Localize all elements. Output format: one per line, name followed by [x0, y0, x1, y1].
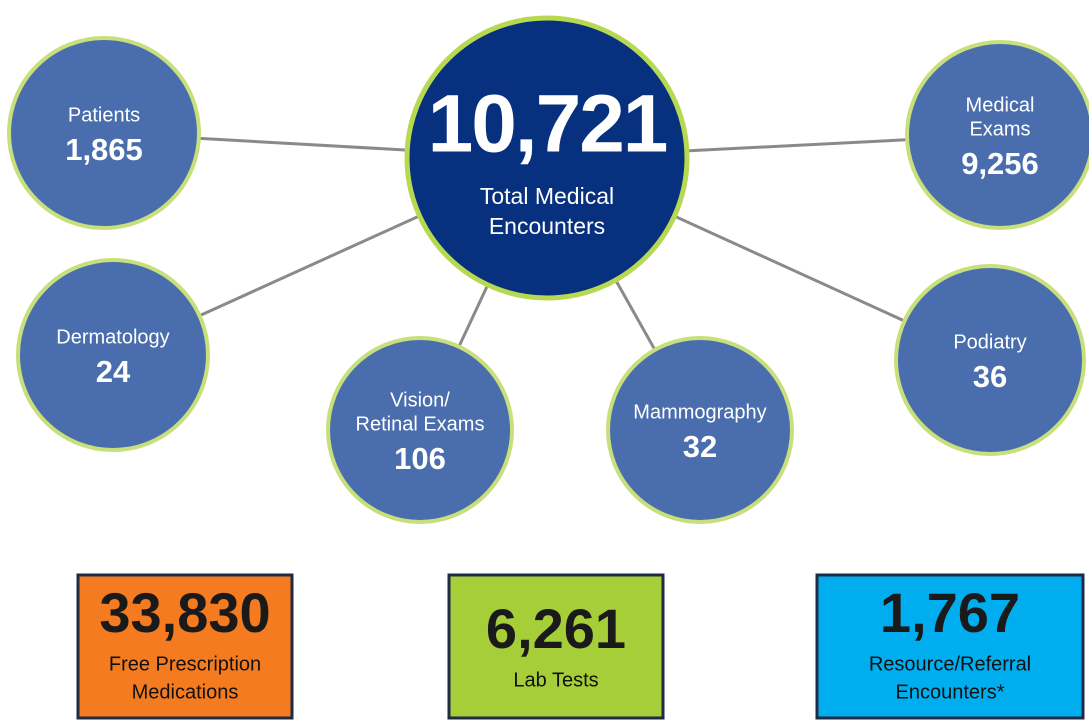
node-value: 1,865 — [65, 132, 143, 167]
box-value: 1,767 — [880, 581, 1020, 644]
node-value: 36 — [973, 359, 1007, 394]
node-circle — [326, 336, 514, 524]
node-circle — [905, 40, 1089, 230]
node-value: 24 — [96, 354, 131, 389]
node-label: Vision/ — [390, 389, 450, 411]
node-label: Mammography — [633, 401, 766, 423]
center-label: Encounters — [489, 213, 605, 239]
node-circle — [606, 336, 794, 524]
node-label: Retinal Exams — [356, 413, 485, 435]
box-label: Medications — [132, 681, 239, 703]
stat-box — [76, 573, 294, 720]
stat-box — [815, 573, 1085, 720]
node-label: Podiatry — [953, 331, 1026, 353]
center-value: 10,721 — [428, 79, 667, 170]
node-label: Exams — [969, 118, 1030, 140]
node-value: 106 — [394, 441, 446, 476]
box-value: 33,830 — [99, 581, 270, 644]
stat-box — [447, 573, 665, 720]
center-label: Total Medical — [480, 183, 614, 209]
box-label: Encounters* — [896, 681, 1005, 703]
node-circle — [7, 36, 201, 230]
node-value: 32 — [683, 429, 717, 464]
node-label: Patients — [68, 104, 140, 126]
node-label: Dermatology — [56, 326, 169, 348]
box-label: Resource/Referral — [869, 653, 1031, 675]
center-circle — [404, 15, 690, 301]
node-label: Medical — [966, 94, 1035, 116]
node-circle — [16, 258, 210, 452]
box-label: Lab Tests — [513, 669, 598, 691]
node-circle — [894, 264, 1086, 456]
box-label: Free Prescription — [109, 653, 261, 675]
node-value: 9,256 — [961, 146, 1039, 181]
box-value: 6,261 — [486, 597, 626, 660]
